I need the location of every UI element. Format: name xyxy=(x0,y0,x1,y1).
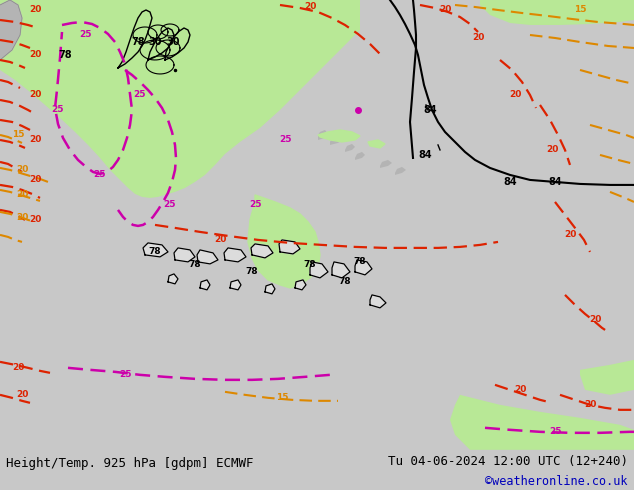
Text: 20: 20 xyxy=(584,400,596,409)
Text: 20: 20 xyxy=(472,33,484,43)
Text: 20: 20 xyxy=(589,316,601,324)
Text: 25: 25 xyxy=(164,200,176,209)
Polygon shape xyxy=(279,240,300,254)
Text: 20: 20 xyxy=(16,214,28,222)
Text: 78: 78 xyxy=(189,260,202,270)
Text: 84: 84 xyxy=(503,177,517,187)
Text: 25: 25 xyxy=(79,30,91,40)
Text: 25: 25 xyxy=(549,427,561,436)
Polygon shape xyxy=(174,248,195,262)
Text: 78: 78 xyxy=(339,277,351,286)
Text: Height/Temp. 925 hPa [gdpm] ECMWF: Height/Temp. 925 hPa [gdpm] ECMWF xyxy=(6,457,254,470)
Polygon shape xyxy=(318,130,328,140)
Text: 20: 20 xyxy=(29,50,41,59)
Text: ©weatheronline.co.uk: ©weatheronline.co.uk xyxy=(485,475,628,489)
Text: 20: 20 xyxy=(12,364,24,372)
Text: 20: 20 xyxy=(16,391,28,399)
Polygon shape xyxy=(265,284,275,294)
Text: 78: 78 xyxy=(131,37,145,47)
Text: 15: 15 xyxy=(12,130,24,140)
Text: 20: 20 xyxy=(16,166,28,174)
Polygon shape xyxy=(345,144,355,152)
Polygon shape xyxy=(355,260,372,275)
Polygon shape xyxy=(380,160,392,168)
Text: 25: 25 xyxy=(52,105,64,115)
Text: 20: 20 xyxy=(304,2,316,11)
Text: 20: 20 xyxy=(29,175,41,184)
Text: 20: 20 xyxy=(514,385,526,394)
Polygon shape xyxy=(230,280,241,290)
Text: 25: 25 xyxy=(279,135,291,145)
Text: 78: 78 xyxy=(354,257,366,267)
Polygon shape xyxy=(355,152,365,160)
Text: 20: 20 xyxy=(214,235,226,245)
Polygon shape xyxy=(168,274,178,284)
Text: 20: 20 xyxy=(29,135,41,145)
Polygon shape xyxy=(248,195,320,288)
Text: 15: 15 xyxy=(276,393,288,402)
Text: 20: 20 xyxy=(509,91,521,99)
Text: 84: 84 xyxy=(423,105,437,115)
Text: 25: 25 xyxy=(249,200,261,209)
Text: Tu 04-06-2024 12:00 UTC (12+240): Tu 04-06-2024 12:00 UTC (12+240) xyxy=(387,455,628,468)
Polygon shape xyxy=(295,280,306,290)
Polygon shape xyxy=(200,280,210,290)
Polygon shape xyxy=(370,295,386,308)
Polygon shape xyxy=(332,262,350,278)
Text: 78: 78 xyxy=(58,50,72,60)
Text: 30: 30 xyxy=(148,37,162,47)
Text: 78: 78 xyxy=(149,247,161,256)
Text: 25: 25 xyxy=(134,91,146,99)
Text: 15: 15 xyxy=(574,5,586,15)
Text: 84: 84 xyxy=(418,150,432,160)
Text: 25: 25 xyxy=(119,370,131,379)
Text: 20: 20 xyxy=(29,5,41,15)
Polygon shape xyxy=(395,167,406,175)
Polygon shape xyxy=(0,0,360,198)
Text: 78: 78 xyxy=(304,260,316,270)
Polygon shape xyxy=(480,0,634,25)
Polygon shape xyxy=(318,130,360,142)
Text: 20: 20 xyxy=(564,230,576,240)
Text: 30: 30 xyxy=(166,37,180,47)
Polygon shape xyxy=(450,395,634,450)
Polygon shape xyxy=(330,136,342,145)
Polygon shape xyxy=(368,140,385,148)
Polygon shape xyxy=(0,0,22,60)
Text: 78: 78 xyxy=(246,268,258,276)
Polygon shape xyxy=(310,262,328,278)
Text: 20: 20 xyxy=(439,5,451,15)
Polygon shape xyxy=(197,250,218,264)
Text: 84: 84 xyxy=(548,177,562,187)
Text: 25: 25 xyxy=(94,171,107,179)
Polygon shape xyxy=(224,248,246,262)
Text: 20: 20 xyxy=(29,91,41,99)
Polygon shape xyxy=(580,360,634,395)
Polygon shape xyxy=(251,244,273,258)
Text: 20: 20 xyxy=(16,191,28,199)
Text: 20: 20 xyxy=(546,146,558,154)
Polygon shape xyxy=(143,243,168,257)
Text: 20: 20 xyxy=(29,216,41,224)
